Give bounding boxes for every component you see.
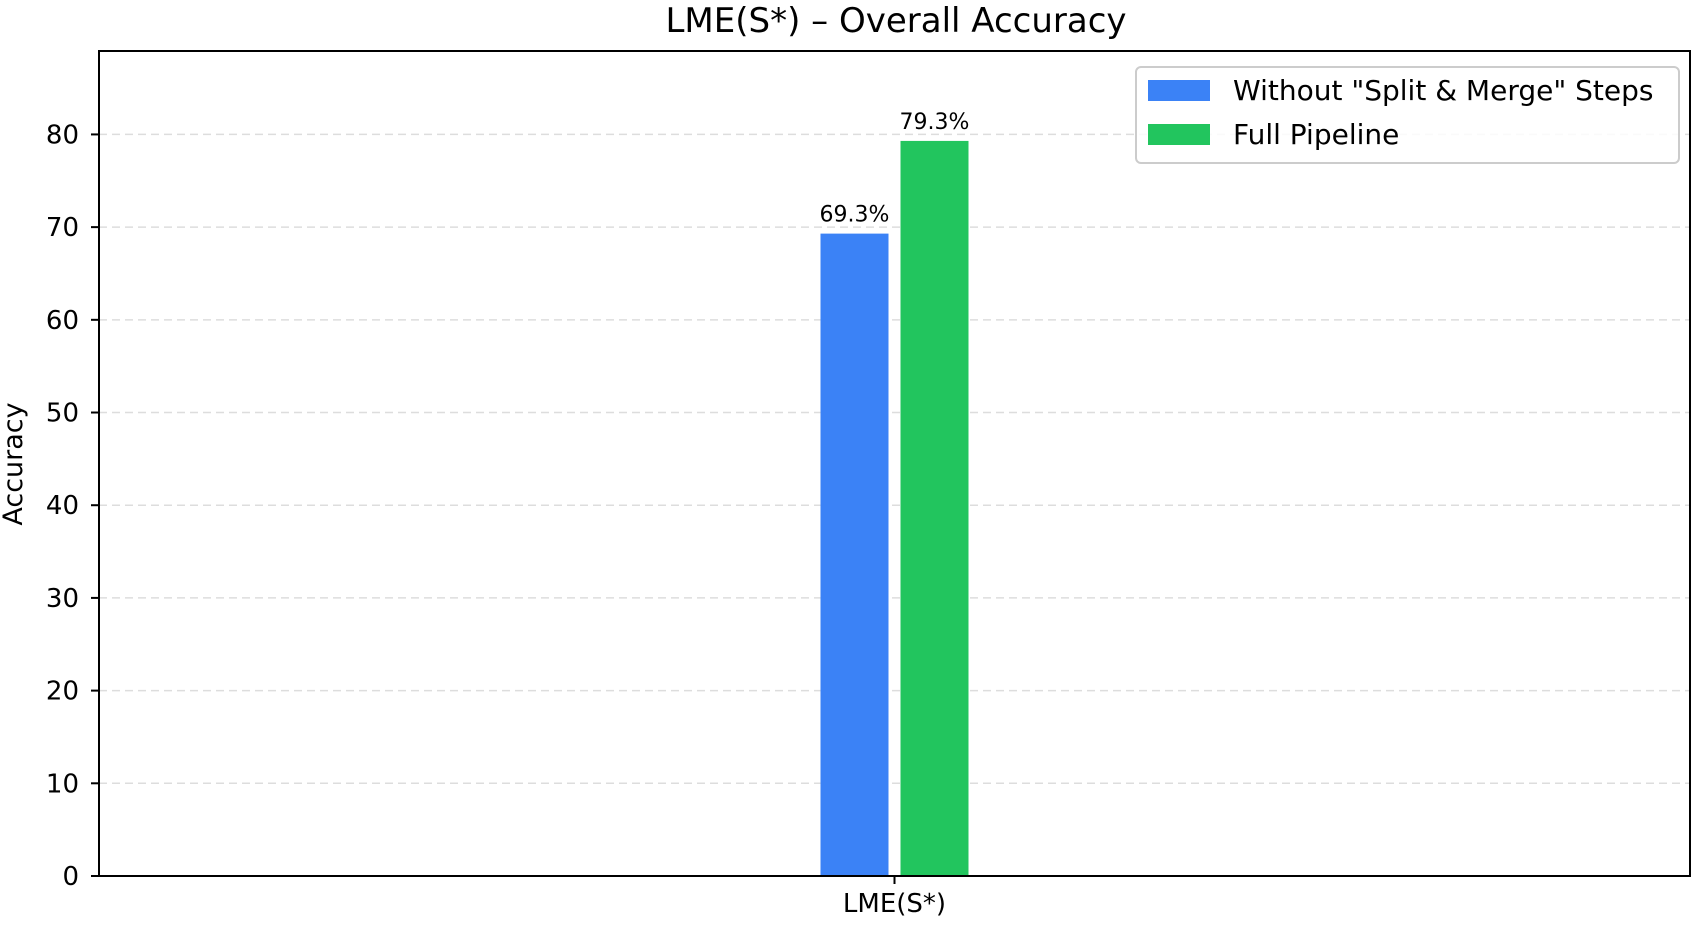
bar-full-pipeline — [900, 140, 969, 877]
x-tick-label: LME(S*) — [843, 889, 946, 919]
y-axis-label: Accuracy — [0, 402, 29, 525]
bar-value-label: 79.3% — [900, 110, 970, 135]
y-tick-label: 70 — [46, 213, 79, 243]
y-tick-label: 80 — [46, 120, 79, 150]
bar-value-labels: 69.3% 79.3% — [820, 110, 970, 228]
y-tick-label: 10 — [46, 769, 79, 799]
legend-swatch — [1148, 124, 1210, 145]
legend-label: Without "Split & Merge" Steps — [1233, 74, 1653, 107]
y-tick-label: 20 — [46, 677, 79, 707]
legend-swatch — [1148, 80, 1210, 101]
y-tick-label: 0 — [62, 862, 79, 892]
chart-title: LME(S*) – Overall Accuracy — [665, 1, 1126, 41]
bar-without-split-merge — [820, 233, 889, 876]
plot-area-frame — [98, 50, 1691, 877]
legend: Without "Split & Merge" Steps Full Pipeli… — [1135, 66, 1680, 164]
y-tick-label: 30 — [46, 584, 79, 614]
legend-items: Without "Split & Merge" Steps Full Pipeli… — [1148, 74, 1653, 151]
bar-value-label: 69.3% — [820, 203, 890, 228]
legend-label: Full Pipeline — [1233, 118, 1399, 151]
y-tick-label: 60 — [46, 306, 79, 336]
y-tick-label: 40 — [46, 491, 79, 521]
grid-lines — [99, 133, 1690, 785]
x-axis-ticks: LME(S*) — [843, 876, 946, 919]
y-axis-ticks: 0 10 20 30 40 50 60 70 80 — [46, 120, 99, 892]
bars — [820, 140, 969, 877]
legend-frame — [1135, 66, 1680, 164]
y-tick-label: 50 — [46, 399, 79, 429]
